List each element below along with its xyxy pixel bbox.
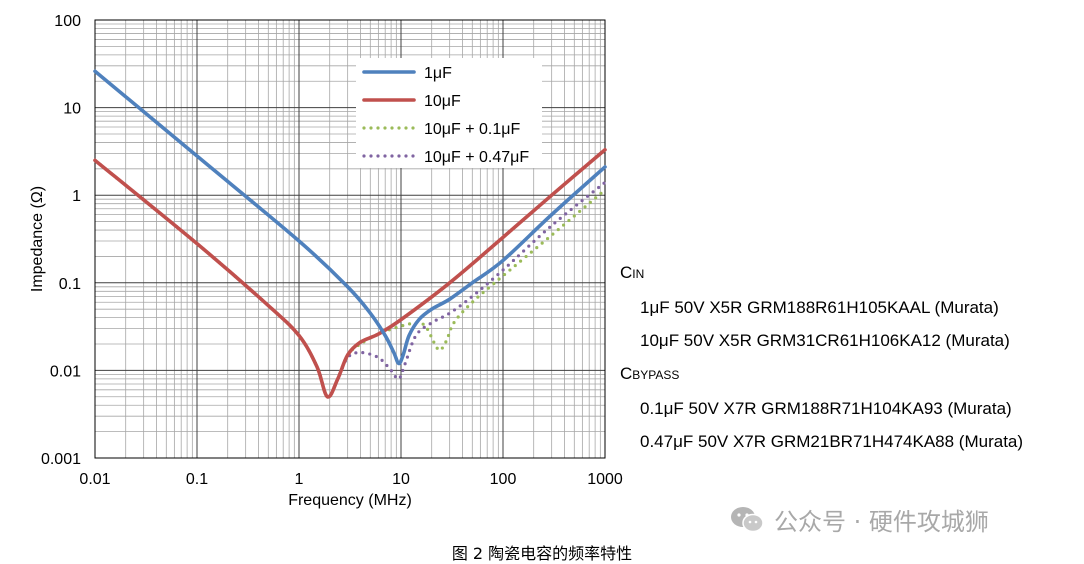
legend: 1μF 10μF 10μF + 0.1μF 10μF + 0.47μF (356, 58, 542, 168)
cin-item: 10μF 50V X5R GRM31CR61H106KA12 (Murata) (640, 331, 1010, 350)
series-line-1-f (93, 69, 607, 366)
legend-label: 10μF (424, 93, 461, 110)
cin-subscript: IN (632, 267, 645, 281)
series-line-10-f-0.1-f (93, 158, 607, 399)
x-tick-label: 0.1 (186, 471, 208, 488)
cbypass-label: C (620, 364, 633, 383)
x-tick-label: 100 (490, 471, 517, 488)
y-tick-label: 1 (72, 188, 81, 205)
legend-label: 1μF (424, 65, 452, 82)
cbypass-item: 0.47μF 50V X7R GRM21BR71H474KA88 (Murata… (640, 432, 1024, 451)
x-tick-labels: 0.01 0.1 1 10 100 1000 (79, 471, 622, 488)
grid-minor (95, 20, 605, 458)
y-tick-label: 0.001 (41, 451, 81, 468)
cbypass-item: 0.1μF 50V X7R GRM188R71H104KA93 (Murata) (640, 399, 1012, 418)
cin-label: C (620, 263, 633, 282)
watermark-text: 公众号 · 硬件攻城狮 (774, 508, 989, 536)
y-tick-label: 10 (63, 101, 81, 118)
x-tick-label: 1000 (587, 471, 623, 488)
y-tick-label: 100 (54, 13, 81, 30)
watermark: 公众号 · 硬件攻城狮 (730, 502, 989, 537)
y-axis-label: Impedance (Ω) (29, 186, 46, 292)
figure-caption: 图 2 陶瓷电容的频率特性 (451, 544, 633, 563)
cbypass-heading: CBYPASS (620, 357, 1023, 392)
plot-frame (94, 19, 606, 459)
y-tick-label: 0.01 (50, 363, 81, 380)
cin-item: 1μF 50V X5R GRM188R61H105KAAL (Murata) (640, 298, 999, 317)
x-tick-label: 0.01 (79, 471, 110, 488)
x-axis-label: Frequency (MHz) (288, 492, 412, 509)
series-line-10-f-0.47-f (93, 158, 607, 399)
x-tick-label: 10 (392, 471, 410, 488)
cin-heading: CIN (620, 256, 1023, 291)
y-tick-label: 0.1 (59, 276, 81, 293)
legend-box (356, 58, 542, 168)
wechat-icon (731, 506, 764, 532)
cbypass-subscript: BYPASS (632, 368, 680, 382)
legend-label: 10μF + 0.47μF (424, 149, 529, 166)
capacitor-notes: CIN 1μF 50V X5R GRM188R61H105KAAL (Murat… (620, 256, 1023, 458)
series-line-10-f (93, 147, 607, 399)
legend-label: 10μF + 0.1μF (424, 121, 520, 138)
series-layer (93, 69, 607, 399)
x-tick-label: 1 (295, 471, 304, 488)
y-tick-labels: 0.001 0.01 0.1 1 10 100 (41, 13, 81, 468)
